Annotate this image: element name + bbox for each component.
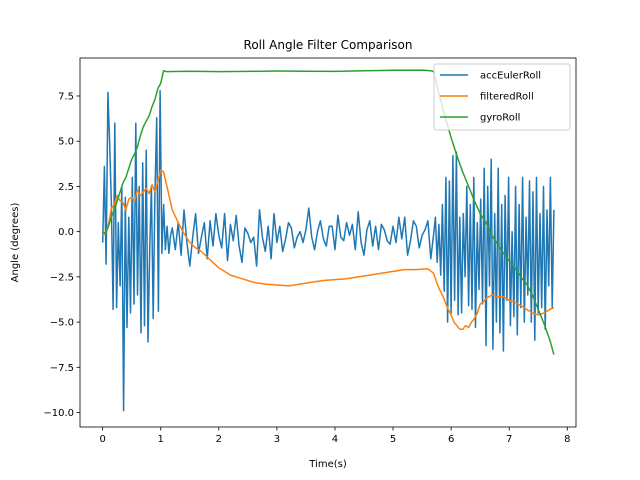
axes-layer: 0 1 2 3 4 5 6 7 8 −10.0 −7.5 −5.0 −2.5 0.0 2.5 5.0 7.5 bbox=[43, 91, 570, 445]
legend-label: gyroRoll bbox=[480, 113, 520, 124]
x-tick-label: 7 bbox=[506, 434, 512, 445]
y-tick-label: 0.0 bbox=[58, 227, 74, 238]
series-line-gyroRoll bbox=[102, 69, 555, 355]
series-line-filteredRoll bbox=[102, 169, 555, 331]
x-axis-label: Time(s) bbox=[308, 459, 347, 470]
y-tick-label: 2.5 bbox=[58, 182, 74, 193]
legend-label: accEulerRoll bbox=[480, 71, 541, 82]
y-tick-label: −5.0 bbox=[50, 318, 74, 329]
chart-title: Roll Angle Filter Comparison bbox=[244, 38, 413, 52]
x-tick-label: 1 bbox=[158, 434, 164, 445]
y-tick-label: 5.0 bbox=[58, 137, 74, 148]
x-tick-label: 4 bbox=[332, 434, 338, 445]
x-tick-label: 8 bbox=[564, 434, 570, 445]
y-tick-label: 7.5 bbox=[58, 91, 74, 102]
plot-frame bbox=[79, 57, 577, 428]
y-tick-label: −2.5 bbox=[50, 272, 74, 283]
x-tick-label: 5 bbox=[390, 434, 396, 445]
legend-box bbox=[433, 63, 571, 131]
x-tick-label: 2 bbox=[216, 434, 222, 445]
x-tick-label: 3 bbox=[274, 434, 280, 445]
y-tick-label: −7.5 bbox=[50, 363, 74, 374]
y-tick-label: −10.0 bbox=[43, 408, 74, 419]
legend: accEulerRoll filteredRoll gyroRoll bbox=[433, 63, 571, 131]
x-tick-label: 6 bbox=[448, 434, 454, 445]
legend-label: filteredRoll bbox=[480, 92, 534, 103]
series-layer bbox=[101, 69, 555, 412]
series-line-accEulerRoll bbox=[101, 89, 555, 412]
x-tick-label: 0 bbox=[99, 434, 105, 445]
y-axis-label: Angle (degrees) bbox=[10, 203, 21, 283]
